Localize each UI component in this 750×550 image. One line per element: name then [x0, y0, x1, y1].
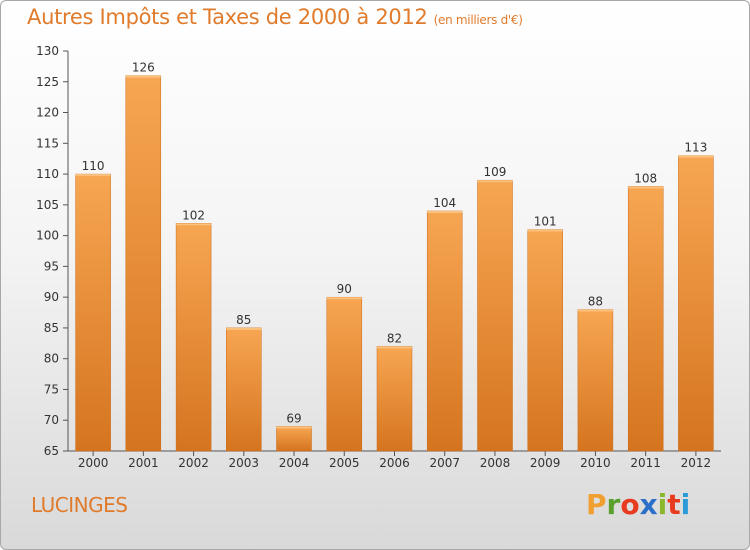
bar-2012[interactable] [678, 155, 714, 452]
bar-top-edge [427, 211, 463, 213]
bar-2004[interactable] [276, 426, 312, 452]
logo-letter: P [586, 488, 607, 521]
bars [75, 75, 714, 452]
chart-title: Autres Impôts et Taxes de 2000 à 2012 (en… [27, 5, 523, 29]
data-label: 108 [634, 171, 657, 185]
x-tick-label: 2012 [681, 456, 712, 470]
bar-top-edge [176, 223, 212, 226]
y-tick-label: 105 [36, 198, 59, 212]
bar-2010[interactable] [577, 309, 614, 452]
chart-title-text: Autres Impôts et Taxes de 2000 à 2012 [27, 5, 428, 29]
bar-top-edge [326, 297, 362, 300]
y-tick-label: 125 [36, 75, 59, 89]
y-tick-label: 110 [36, 167, 59, 181]
bar-2000[interactable] [75, 173, 111, 452]
data-label: 69 [286, 411, 301, 425]
x-tick-label: 2011 [630, 456, 661, 470]
x-tick-label: 2004 [279, 456, 310, 470]
bar-2009[interactable] [527, 229, 563, 452]
x-tick-label: 2002 [178, 456, 209, 470]
x-tick-label: 2008 [480, 456, 511, 470]
bar-2006[interactable] [376, 346, 413, 452]
y-tick-label: 70 [44, 413, 59, 427]
x-tick-label: 2006 [379, 456, 410, 470]
data-label: 113 [684, 141, 707, 155]
x-tick-label: 2003 [229, 456, 260, 470]
data-label: 88 [588, 294, 603, 308]
x-axis: 2000 2001 2002 2003 2004 2005 2006 2007 2008 2009… [68, 450, 721, 470]
data-label: 126 [132, 61, 155, 75]
data-label: 102 [182, 208, 205, 222]
data-label: 90 [337, 282, 352, 296]
y-axis: 65 70 75 80 85 90 95 100 105 110 115 120 125 130 [36, 44, 69, 458]
data-label: 110 [82, 159, 105, 173]
bar-2005[interactable] [326, 296, 363, 452]
y-tick-label: 80 [44, 352, 59, 366]
x-tick-label: 2010 [580, 456, 611, 470]
data-label: 109 [484, 165, 507, 179]
bar-top-edge [527, 229, 563, 232]
bar-top-edge [477, 180, 513, 183]
bar-2007[interactable] [426, 210, 463, 452]
bar-2001[interactable] [125, 75, 162, 452]
x-tick-label: 2007 [429, 456, 460, 470]
x-tick-label: 2001 [128, 456, 159, 470]
y-tick-label: 90 [44, 290, 59, 304]
bar-2003[interactable] [226, 327, 262, 452]
place-name: LUCINGES [31, 493, 128, 517]
y-tick-label: 130 [36, 44, 59, 58]
bar-top-edge [75, 174, 111, 177]
y-tick-label: 75 [44, 382, 59, 396]
chart-unit: (en milliers d'€) [433, 13, 523, 27]
data-label: 101 [534, 214, 557, 228]
proxiti-logo[interactable]: Proxiti [586, 488, 690, 521]
bar-2002[interactable] [175, 223, 212, 452]
y-tick-label: 85 [44, 321, 59, 335]
bar-top-edge [226, 327, 262, 330]
y-tick-label: 65 [44, 444, 59, 458]
logo-letter: r [606, 488, 621, 521]
x-tick-label: 2009 [530, 456, 561, 470]
bar-top-edge [125, 75, 161, 78]
bar-top-edge [628, 186, 664, 189]
bar-2008[interactable] [477, 179, 513, 452]
x-tick-label: 2000 [78, 456, 109, 470]
logo-letter: t [667, 488, 681, 521]
data-labels: 110 126 102 85 69 90 82 104 109 101 88 108 113 [82, 61, 708, 426]
bar-top-edge [377, 346, 412, 349]
data-label: 82 [387, 331, 402, 345]
bar-2011[interactable] [627, 186, 664, 452]
logo-letter: i [680, 488, 691, 521]
y-tick-label: 120 [36, 106, 59, 120]
x-tick-label: 2005 [329, 456, 360, 470]
y-tick-label: 95 [44, 259, 59, 273]
data-label: 85 [236, 313, 251, 327]
logo-letter: o [620, 488, 640, 521]
logo-letter: x [639, 488, 658, 521]
bar-top-edge [678, 155, 714, 158]
logo-letter: i [657, 488, 668, 521]
y-tick-label: 115 [36, 136, 59, 150]
y-tick-label: 100 [36, 229, 59, 243]
bar-top-edge [577, 309, 613, 312]
data-label: 104 [433, 196, 456, 210]
bar-top-edge [276, 426, 312, 429]
